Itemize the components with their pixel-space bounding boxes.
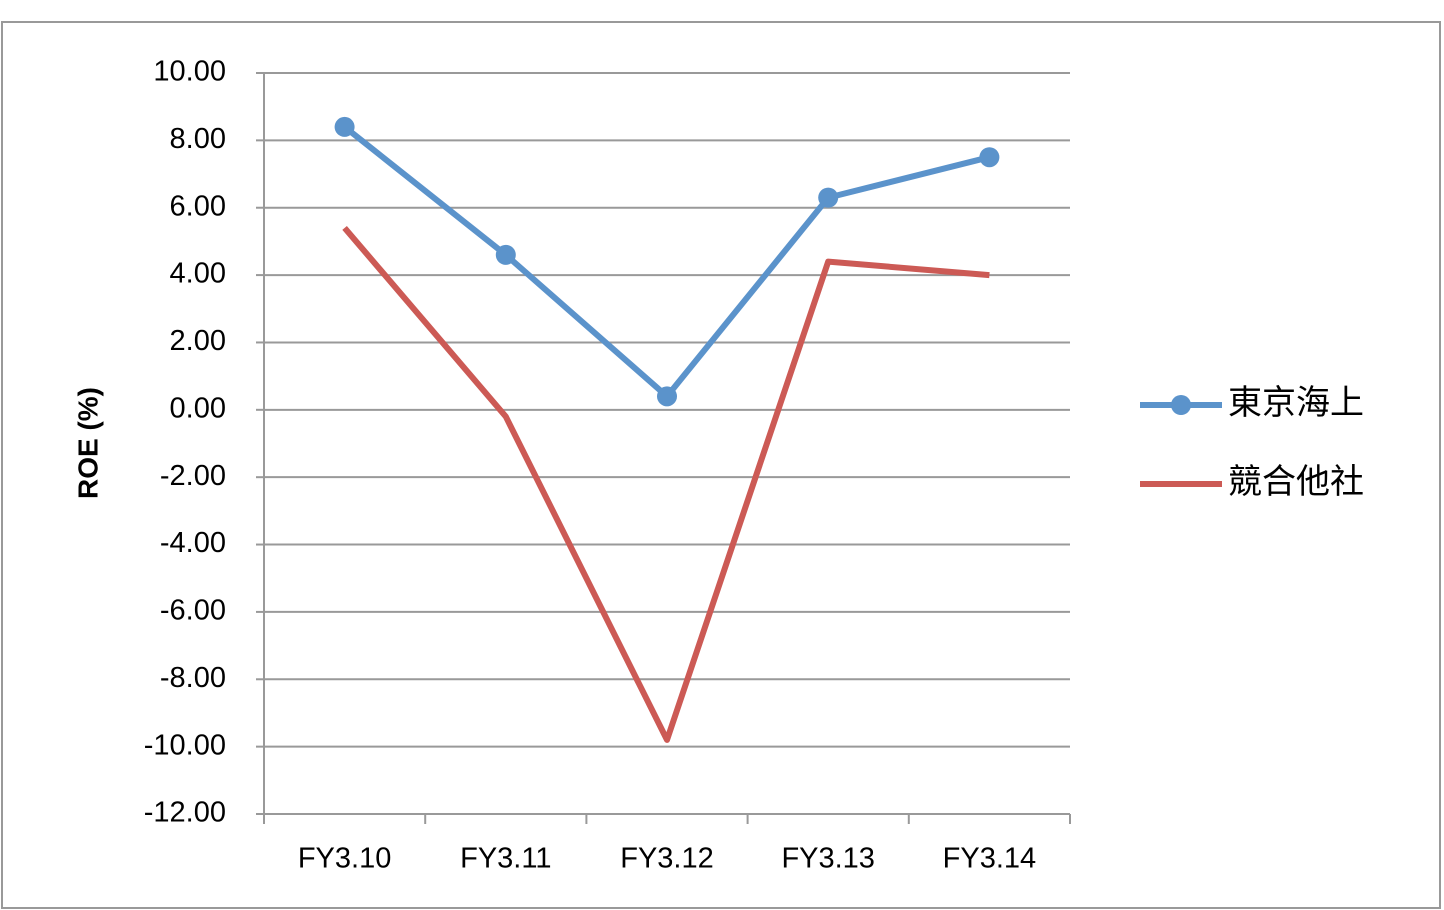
series-line	[342, 225, 990, 743]
y-tick-label: -10.00	[144, 729, 226, 761]
legend-label: 東京海上	[1228, 384, 1364, 422]
y-tick-label: 10.00	[153, 56, 226, 88]
chart-frame	[1, 21, 1441, 909]
legend-marker	[1171, 395, 1191, 415]
data-point	[334, 116, 355, 137]
y-tick-label: -4.00	[160, 527, 226, 559]
y-tick-label: 2.00	[170, 325, 226, 357]
y-tick-label: -8.00	[160, 662, 226, 694]
x-tick-label: FY3.10	[298, 843, 392, 875]
y-tick-label: 4.00	[170, 258, 226, 290]
data-point	[657, 386, 677, 407]
y-tick-label: -12.00	[144, 797, 226, 829]
y-tick-label: 8.00	[170, 123, 226, 155]
legend-label: 競合他社	[1228, 463, 1364, 501]
y-tick-label: 0.00	[170, 392, 226, 424]
x-tick-label: FY3.12	[620, 843, 714, 875]
y-tick-label: 6.00	[170, 190, 226, 222]
x-tick-label: FY3.14	[943, 843, 1037, 875]
x-tick-label: FY3.11	[460, 843, 551, 875]
data-point	[495, 244, 516, 265]
y-tick-label: -2.00	[160, 460, 226, 492]
data-point	[818, 187, 839, 208]
x-tick-label: FY3.13	[781, 843, 875, 875]
y-axis-label: ROE (%)	[72, 387, 103, 499]
data-point	[979, 147, 1000, 168]
y-tick-label: -6.00	[160, 595, 226, 627]
